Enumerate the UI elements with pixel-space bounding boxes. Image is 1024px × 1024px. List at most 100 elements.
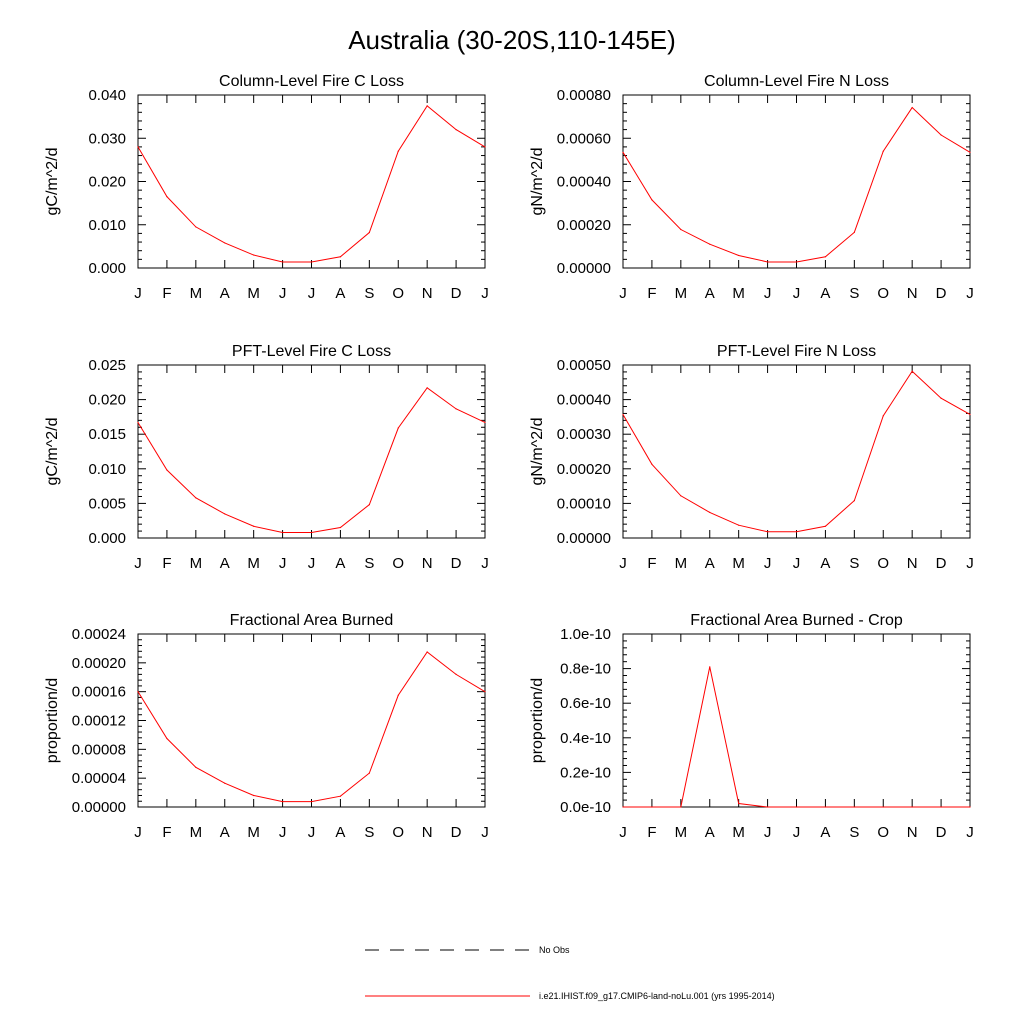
x-tick-label: D: [451, 824, 462, 841]
x-tick-label: F: [162, 555, 171, 572]
x-tick-label: N: [422, 824, 433, 841]
y-tick-label: 0.000: [88, 530, 126, 547]
chart-title: Fractional Area Burned - Crop: [690, 612, 903, 629]
x-tick-label: N: [422, 555, 433, 572]
x-tick-label: O: [877, 824, 889, 841]
data-point: [622, 413, 624, 416]
data-point: [281, 800, 284, 803]
data-point: [137, 691, 139, 693]
data-point: [166, 737, 168, 740]
data-point: [224, 242, 226, 244]
y-tick-label: 0.00010: [557, 495, 611, 512]
chart-title: Column-Level Fire C Loss: [219, 73, 404, 90]
data-point: [426, 651, 428, 653]
data-point: [195, 766, 197, 768]
chart-title: PFT-Level Fire C Loss: [232, 343, 391, 360]
x-tick-label: M: [732, 285, 745, 302]
x-tick-label: J: [793, 555, 801, 572]
y-tick-label: 0.025: [88, 357, 126, 374]
data-point: [368, 772, 370, 774]
data-point: [195, 497, 197, 499]
x-tick-label: J: [793, 285, 801, 302]
y-axis-label: proportion/d: [529, 678, 546, 763]
x-tick-label: J: [764, 824, 772, 841]
x-tick-label: N: [422, 285, 433, 302]
chart-panel-5: Fractional Area Burned proportion/d 0.0000…: [44, 612, 489, 841]
data-point: [940, 134, 942, 136]
data-point: [709, 243, 711, 245]
data-point: [709, 666, 711, 668]
data-point: [339, 795, 342, 797]
data-point: [824, 256, 827, 258]
data-point: [310, 800, 313, 803]
x-tick-label: J: [134, 824, 142, 841]
x-tick-label: D: [451, 285, 462, 302]
y-tick-label: 0.8e-10: [560, 661, 611, 678]
data-point: [766, 261, 769, 263]
x-tick-label: O: [877, 285, 889, 302]
x-tick-label: J: [308, 824, 316, 841]
data-point: [766, 531, 769, 533]
y-tick-label: 0.00020: [557, 217, 611, 234]
data-point: [622, 806, 624, 808]
data-point: [853, 806, 855, 808]
chart-panel-2: Column-Level Fire N Loss gN/m^2/d 0.00000 0…: [529, 73, 974, 302]
x-tick-label: A: [220, 824, 230, 841]
x-tick-label: F: [647, 824, 656, 841]
data-point: [166, 469, 168, 471]
x-tick-label: M: [190, 285, 203, 302]
y-tick-label: 0.00000: [72, 799, 126, 816]
data-point: [137, 421, 139, 424]
x-tick-label: A: [335, 824, 345, 841]
x-tick-label: J: [966, 555, 974, 572]
x-tick-label: A: [820, 555, 830, 572]
data-point: [166, 196, 168, 198]
x-tick-label: J: [966, 285, 974, 302]
x-tick-label: D: [936, 824, 947, 841]
data-point: [795, 531, 798, 533]
data-point: [622, 151, 624, 153]
y-tick-label: 0.00004: [72, 770, 126, 787]
x-tick-label: M: [675, 824, 688, 841]
data-point: [253, 525, 255, 527]
x-tick-label: O: [392, 555, 404, 572]
data-point: [680, 806, 682, 808]
y-tick-label: 0.00000: [557, 260, 611, 277]
data-point: [651, 199, 653, 201]
chart-title: Column-Level Fire N Loss: [704, 73, 889, 90]
legend-label-model-run: i.e21.IHIST.f09_g17.CMIP6-land-noLu.001 …: [539, 991, 775, 1001]
data-point: [680, 495, 682, 497]
x-tick-label: M: [675, 285, 688, 302]
legend-item-model-run: i.e21.IHIST.f09_g17.CMIP6-land-noLu.001 …: [365, 991, 775, 1001]
data-point: [969, 151, 971, 153]
data-point: [766, 806, 769, 808]
x-tick-label: N: [907, 555, 918, 572]
x-tick-label: A: [335, 555, 345, 572]
data-point: [969, 806, 971, 808]
data-point: [824, 806, 827, 808]
y-axis-label: gC/m^2/d: [44, 418, 61, 486]
y-axis-label: gN/m^2/d: [529, 148, 546, 216]
x-tick-label: M: [190, 555, 203, 572]
x-tick-label: J: [619, 555, 627, 572]
x-tick-label: J: [481, 555, 489, 572]
data-point: [651, 463, 653, 465]
y-axis-label: gC/m^2/d: [44, 148, 61, 216]
y-tick-label: 0.030: [88, 130, 126, 147]
x-tick-label: A: [705, 824, 715, 841]
chart-panel-4: PFT-Level Fire N Loss gN/m^2/d 0.00000 0.00…: [529, 343, 974, 572]
data-point: [484, 146, 486, 148]
x-tick-label: F: [647, 555, 656, 572]
series-line: [137, 651, 486, 803]
data-point: [310, 531, 313, 534]
x-tick-label: J: [308, 285, 316, 302]
x-tick-label: S: [849, 285, 859, 302]
data-point: [940, 397, 942, 399]
x-tick-label: M: [247, 285, 260, 302]
x-tick-label: A: [705, 285, 715, 302]
data-point: [455, 129, 457, 131]
data-point: [368, 231, 370, 234]
x-tick-label: J: [279, 285, 287, 302]
x-tick-label: N: [907, 285, 918, 302]
data-point: [911, 370, 913, 372]
